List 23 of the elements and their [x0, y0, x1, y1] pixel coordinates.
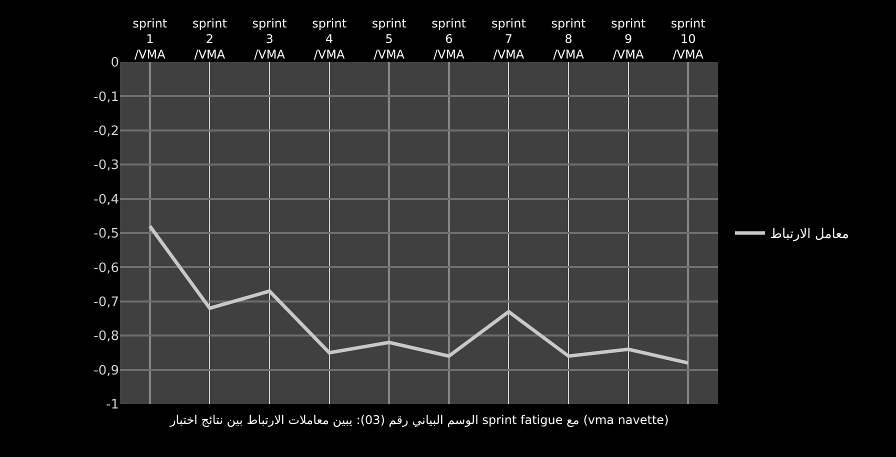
x-tick-label: sprint 6 /VMA — [432, 16, 466, 62]
y-tick-label: -0,3 — [94, 158, 119, 174]
x-tick-label: sprint 4 /VMA — [312, 16, 347, 62]
y-tick-label: 0 — [110, 56, 119, 71]
y-tick-label: -0,4 — [94, 192, 119, 208]
x-tick-label: sprint 9 /VMA — [611, 16, 646, 62]
x-tick-label: sprint 5 /VMA — [372, 16, 407, 62]
y-tick-label: -0,9 — [94, 363, 119, 378]
y-tick-label: -0,8 — [94, 329, 119, 344]
x-tick-label: sprint 10 /VMA — [670, 16, 706, 62]
text: الوسم البياني رقم (03): يبين معاملات الارتباط بين نتائج اختبار sprint fatigue مع (vma navette) — [169, 413, 669, 427]
x-tick-label: sprint 8 /VMA — [551, 16, 586, 62]
x-tick-label: sprint 3 /VMA — [252, 16, 288, 62]
y-tick-label: -0,1 — [94, 90, 119, 105]
y-tick-label: -0,7 — [94, 294, 119, 310]
x-tick-label: sprint 1 /VMA — [132, 16, 168, 62]
x-tick-label: sprint 7 /VMA — [491, 16, 526, 62]
x-tick-label: sprint 2 /VMA — [192, 16, 228, 62]
legend-label: معامل الارتباط — [770, 227, 849, 242]
y-tick-label: -0,6 — [94, 260, 119, 276]
y-tick-label: -0,2 — [94, 124, 119, 139]
y-tick-label: -0,5 — [94, 226, 119, 242]
y-tick-label: -1 — [106, 398, 119, 413]
